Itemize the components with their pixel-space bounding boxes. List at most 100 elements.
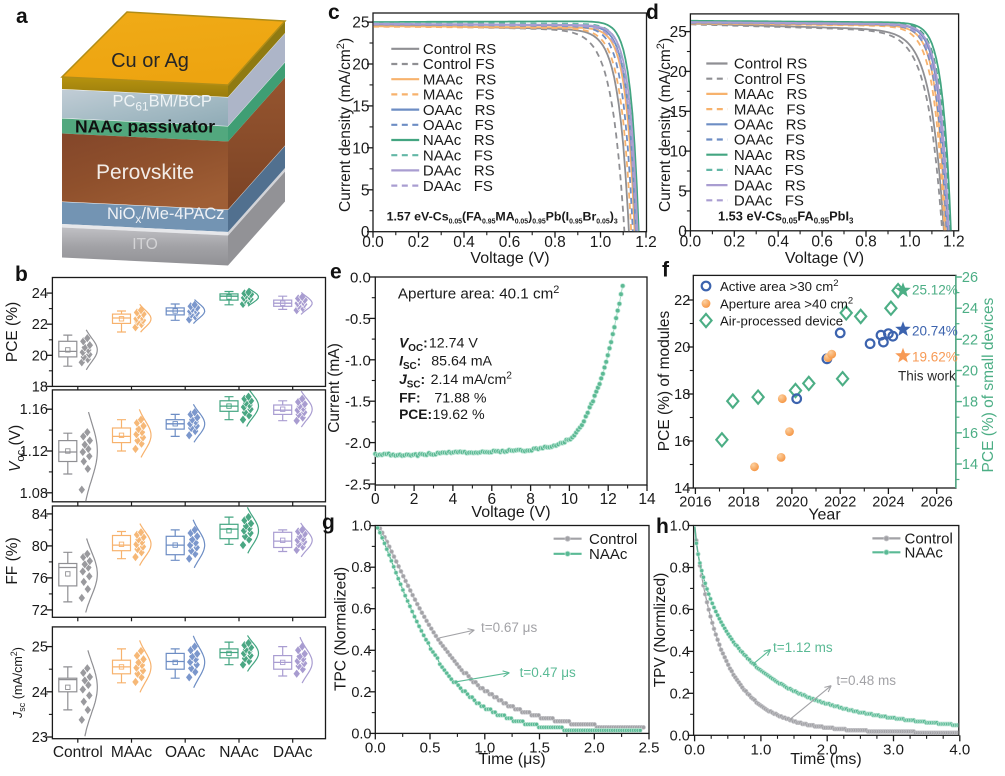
svg-text:5: 5 [361, 182, 370, 199]
svg-text:DAAc RS: DAAc RS [734, 177, 806, 194]
svg-text:25: 25 [670, 24, 687, 41]
svg-text:1.12: 1.12 [20, 444, 48, 460]
svg-text:25: 25 [32, 640, 48, 656]
svg-text:OAAc RS: OAAc RS [734, 117, 807, 134]
svg-text:18: 18 [32, 379, 48, 395]
svg-text:t=0.67 μs: t=0.67 μs [481, 620, 537, 635]
svg-text:0.0: 0.0 [362, 234, 384, 251]
svg-text:MAAc FS: MAAc FS [734, 101, 806, 118]
svg-text:DAAc: DAAc [273, 744, 313, 761]
svg-text:22: 22 [962, 332, 978, 348]
svg-text:23: 23 [32, 730, 48, 746]
svg-text:16: 16 [674, 434, 690, 450]
svg-text:TPC (Normalized): TPC (Normalized) [333, 567, 350, 691]
svg-text:Voltage (V): Voltage (V) [470, 250, 549, 267]
svg-text:19.62%: 19.62% [912, 349, 958, 364]
svg-text:Voltage (V): Voltage (V) [785, 250, 864, 267]
svg-text:0.0: 0.0 [670, 728, 690, 744]
svg-text:t=1.12 ms: t=1.12 ms [773, 640, 833, 655]
svg-text:2.0: 2.0 [817, 741, 838, 758]
svg-text:14: 14 [962, 457, 978, 473]
svg-text:t=0.48 ms: t=0.48 ms [836, 673, 896, 688]
svg-text:OAAc RS: OAAc RS [423, 102, 496, 119]
svg-text:84: 84 [32, 507, 48, 523]
svg-text:-2.0: -2.0 [345, 435, 371, 452]
svg-text:Aperture area: 40.1 cm2​: Aperture area: 40.1 cm2​ [398, 284, 559, 303]
svg-text:1.0: 1.0 [670, 519, 690, 535]
svg-text:-1.0: -1.0 [345, 352, 371, 369]
svg-text:10: 10 [352, 140, 370, 157]
svg-text:1.0: 1.0 [351, 519, 371, 535]
svg-text:f: f [662, 259, 670, 282]
svg-text:FF (%): FF (%) [4, 537, 21, 584]
svg-text:2026: 2026 [921, 495, 953, 511]
svg-text:Perovskite: Perovskite [96, 161, 194, 184]
svg-text:1.2: 1.2 [943, 233, 965, 250]
svg-text:This work: This work [898, 369, 956, 384]
svg-text:8: 8 [526, 491, 535, 508]
svg-text:20: 20 [352, 57, 370, 74]
svg-text:5: 5 [678, 184, 687, 201]
svg-text:2.14 mA/cm2​: 2.14 mA/cm2​ [431, 371, 513, 388]
svg-text:a: a [16, 5, 28, 28]
svg-text:0.8: 0.8 [351, 560, 371, 576]
svg-text:MAAc RS: MAAc RS [423, 71, 496, 88]
svg-text:Year: Year [808, 507, 841, 524]
svg-text:0.5: 0.5 [420, 739, 441, 756]
svg-text:PCE (%) of small devices: PCE (%) of small devices [980, 297, 997, 472]
svg-text:Control RS: Control RS [423, 41, 496, 58]
svg-text:16: 16 [962, 426, 978, 442]
svg-text:Control: Control [53, 744, 103, 761]
svg-text:MAAc RS: MAAc RS [734, 86, 807, 103]
svg-text:VOC​:: VOC​: [399, 336, 428, 355]
svg-text:-2.5: -2.5 [345, 477, 371, 494]
svg-text:Cu or Ag: Cu or Ag [111, 50, 189, 72]
svg-text:20: 20 [670, 64, 688, 81]
svg-text:Control: Control [905, 531, 953, 548]
svg-text:0.6: 0.6 [811, 233, 833, 250]
svg-text:0.2: 0.2 [670, 686, 690, 702]
svg-text:Aperture area >40 cm2​: Aperture area >40 cm2​ [720, 296, 853, 312]
svg-text:2.5: 2.5 [639, 739, 660, 756]
svg-text:0: 0 [361, 224, 370, 241]
svg-text:4: 4 [449, 491, 458, 508]
svg-text:1.0: 1.0 [474, 739, 495, 756]
svg-text:14: 14 [638, 491, 656, 508]
svg-text:-0.5: -0.5 [345, 311, 371, 328]
svg-text:Control FS: Control FS [423, 56, 495, 73]
svg-text:OAAc: OAAc [165, 744, 206, 761]
svg-text:c: c [328, 1, 340, 24]
svg-text:Jsc​ (mA/cm2​): Jsc​ (mA/cm2​) [9, 647, 27, 719]
svg-text:0.0: 0.0 [351, 726, 371, 742]
svg-text:Voc​ (V): Voc​ (V) [7, 425, 27, 472]
svg-text:80: 80 [32, 539, 48, 555]
svg-text:2022: 2022 [824, 495, 856, 511]
svg-text:4.0: 4.0 [949, 741, 970, 758]
svg-text:10: 10 [670, 144, 688, 161]
svg-text:18: 18 [962, 395, 978, 411]
svg-text:h: h [656, 515, 669, 538]
svg-text:1.2: 1.2 [635, 234, 657, 251]
svg-text:76: 76 [32, 571, 48, 587]
svg-text:0: 0 [371, 491, 380, 508]
svg-text:b: b [15, 263, 28, 286]
svg-text:85.64 mA: 85.64 mA [431, 354, 492, 370]
svg-text:e: e [330, 261, 342, 284]
svg-text:t=0.47 μs: t=0.47 μs [520, 665, 576, 680]
svg-text:18: 18 [674, 387, 690, 403]
svg-text:2.0: 2.0 [584, 739, 605, 756]
svg-text:1.5: 1.5 [529, 739, 550, 756]
svg-text:3.0: 3.0 [883, 741, 904, 758]
svg-text:14: 14 [674, 481, 690, 497]
svg-text:NAAc RS: NAAc RS [423, 132, 495, 149]
svg-text:Control FS: Control FS [734, 71, 806, 88]
svg-text:TPV (Normlized): TPV (Normlized) [652, 573, 669, 688]
svg-text:NAAc passivator: NAAc passivator [75, 117, 215, 137]
svg-text:15: 15 [670, 104, 687, 121]
svg-text:Voltage (V): Voltage (V) [471, 504, 550, 521]
svg-text:Current (mA): Current (mA) [326, 343, 343, 433]
svg-text:0.2: 0.2 [351, 685, 371, 701]
svg-text:1.16: 1.16 [20, 402, 48, 418]
svg-text:25.12%: 25.12% [912, 283, 958, 298]
svg-text:2024: 2024 [872, 495, 904, 511]
